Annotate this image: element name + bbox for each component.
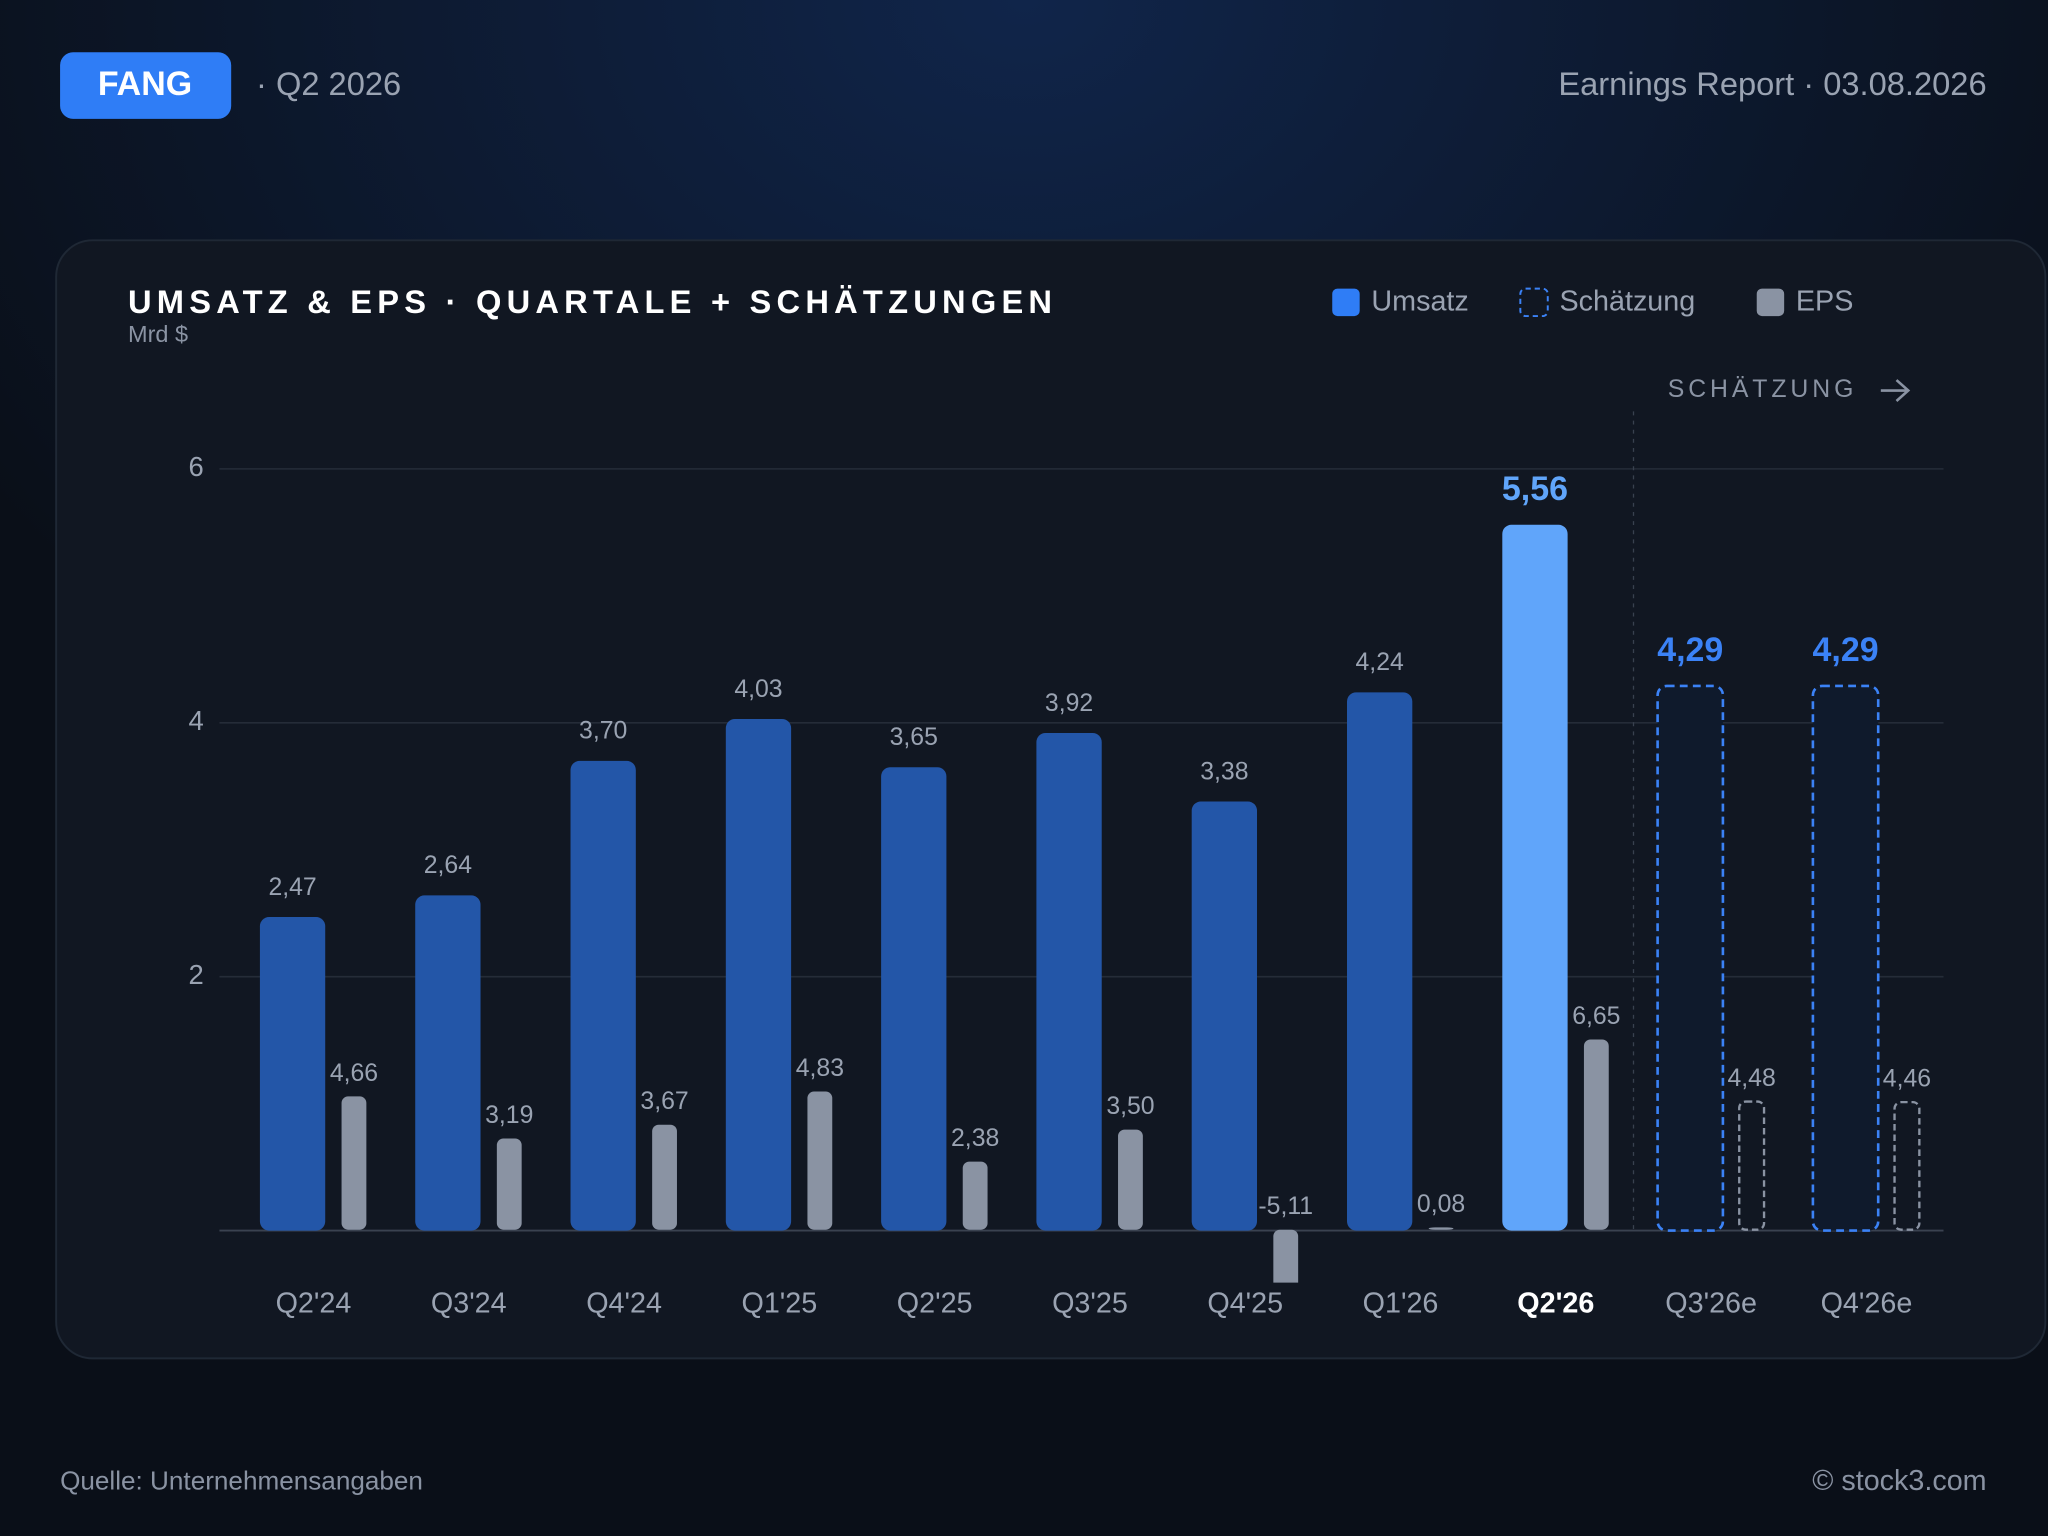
- chart-title: UMSATZ & EPS · QUARTALE + SCHÄTZUNGEN: [128, 283, 1057, 320]
- eps-label: 6,65: [1572, 1003, 1620, 1030]
- revenue-bar: [570, 760, 636, 1231]
- eps-bar: [341, 1096, 367, 1230]
- estimate-bar: [1656, 684, 1725, 1232]
- revenue-label: 4,29: [1657, 631, 1723, 669]
- eps-bar: [1118, 1129, 1143, 1230]
- revenue-bar: [1191, 801, 1258, 1231]
- eps-label: 0,08: [1417, 1191, 1465, 1218]
- x-tick-label: Q4'24: [586, 1287, 662, 1319]
- plot: 2 4 6 Q2'24 2,47 4,66 Q3'24 2,64 3,19 Q4'24 3,70 3,…: [189, 411, 1944, 1319]
- revenue-label: 4,03: [734, 676, 782, 703]
- estimate-bar: [1811, 684, 1880, 1232]
- eps-bar: [1583, 1039, 1609, 1230]
- legend-label: EPS: [1796, 286, 1853, 318]
- revenue-label: 2,64: [424, 852, 472, 879]
- unit-label: Mrd $: [128, 321, 188, 347]
- eps-bar: [962, 1161, 988, 1230]
- x-tick-label: Q2'25: [897, 1287, 973, 1319]
- eps-label: 2,38: [951, 1125, 999, 1152]
- x-tick-label: Q3'26e: [1665, 1287, 1757, 1319]
- revenue-bar: [1036, 732, 1102, 1231]
- arrow: [1880, 379, 1911, 402]
- source: Quelle: Unternehmensangaben: [60, 1465, 423, 1495]
- y-tick-label: 2: [189, 959, 204, 990]
- ticker-badge: [60, 52, 232, 119]
- estimate-annotation: SCHÄTZUNG: [1668, 376, 1858, 403]
- period: · Q2 2026: [256, 65, 401, 102]
- eps-label: 4,46: [1883, 1065, 1931, 1092]
- report-date: Earnings Report · 03.08.2026: [1558, 65, 1986, 102]
- revenue-label: 3,65: [890, 724, 938, 751]
- revenue-bar: [881, 767, 947, 1231]
- x-tick-label: Q3'24: [431, 1287, 507, 1319]
- eps-label: -5,11: [1258, 1193, 1313, 1220]
- legend-label: Umsatz: [1371, 286, 1468, 318]
- y-tick-label: 6: [189, 451, 204, 482]
- copyright: © stock3.com: [1812, 1465, 1986, 1497]
- y-tick-label: 4: [189, 705, 204, 736]
- x-tick-label: Q2'24: [276, 1287, 352, 1319]
- revenue-bar: [1347, 692, 1413, 1231]
- revenue-label: 2,47: [268, 874, 316, 901]
- revenue-label: 5,56: [1502, 470, 1568, 508]
- eps-bar: [1428, 1227, 1454, 1230]
- eps-estimate-bar: [1893, 1100, 1921, 1231]
- revenue-bar: [1502, 524, 1568, 1231]
- legend-swatch: [1519, 287, 1549, 318]
- legend-label: Schätzung: [1560, 286, 1696, 318]
- eps-bar: [652, 1124, 677, 1230]
- eps-label: 4,48: [1728, 1065, 1776, 1092]
- legend-swatch: [1332, 288, 1360, 317]
- x-tick-label: Q1'26: [1363, 1287, 1439, 1319]
- bars: [259, 524, 1921, 1283]
- eps-estimate-bar: [1738, 1100, 1766, 1231]
- eps-bar: [807, 1091, 833, 1230]
- revenue-label: 4,29: [1813, 631, 1879, 669]
- revenue-bar: [415, 895, 481, 1231]
- x-tick-label: Q1'25: [741, 1287, 817, 1319]
- revenue-label: 3,38: [1200, 758, 1248, 785]
- revenue-bar: [725, 718, 792, 1231]
- revenue-label: 4,24: [1356, 649, 1404, 676]
- x-tick-label: Q2'26: [1517, 1287, 1594, 1319]
- x-tick-label: Q3'25: [1052, 1287, 1128, 1319]
- revenue-label: 3,70: [579, 718, 627, 745]
- eps-label: 4,83: [796, 1055, 844, 1082]
- eps-label: 3,19: [485, 1102, 533, 1129]
- eps-bar: [496, 1138, 522, 1230]
- revenue-bar: [259, 917, 326, 1231]
- eps-label: 3,50: [1106, 1093, 1154, 1120]
- revenue-label: 3,92: [1045, 690, 1093, 717]
- x-tick-label: Q4'26e: [1821, 1287, 1913, 1319]
- legend-swatch: [1756, 288, 1785, 317]
- eps-label: 3,67: [640, 1088, 688, 1115]
- x-tick-label: Q4'25: [1207, 1287, 1283, 1319]
- eps-label: 4,66: [330, 1060, 378, 1087]
- ticker: FANG: [98, 65, 192, 103]
- eps-bar: [1273, 1229, 1299, 1283]
